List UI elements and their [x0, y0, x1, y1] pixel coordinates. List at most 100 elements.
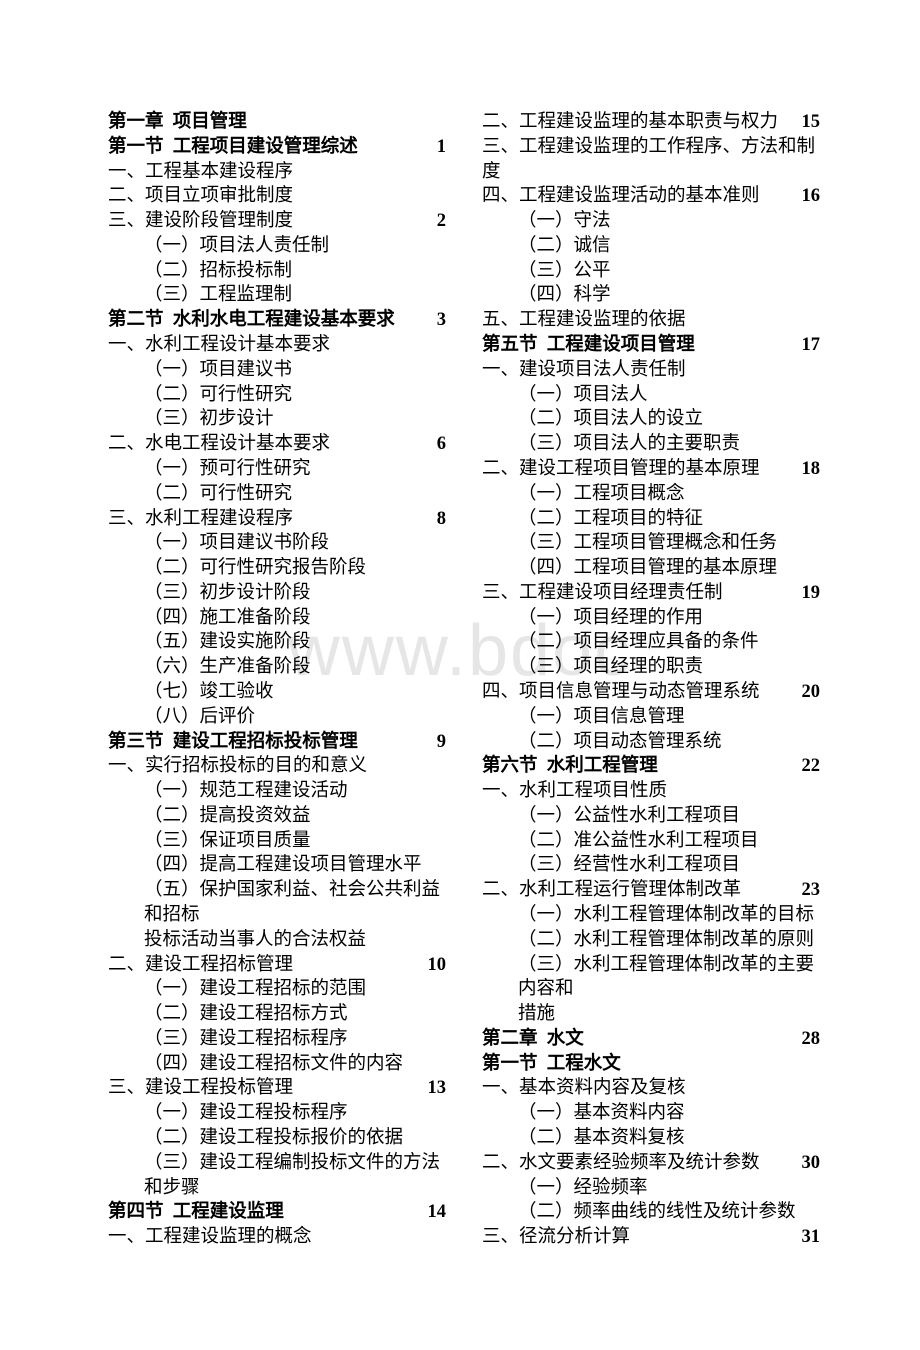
- toc-page-number: 31: [802, 1225, 821, 1250]
- toc-line: （三）建设工程招标程序: [108, 1027, 446, 1052]
- toc-line: 二、工程建设监理的基本职责与权力15: [482, 110, 820, 135]
- toc-text: （一）项目建议书阶段: [108, 531, 329, 556]
- toc-text: （四）建设工程招标文件的内容: [108, 1052, 403, 1077]
- toc-text: （二）准公益性水利工程项目: [482, 829, 759, 854]
- toc-text: （四）科学: [482, 283, 611, 308]
- toc-text: 二、建设工程招标管理: [108, 953, 293, 978]
- toc-text: （一）水利工程管理体制改革的目标: [482, 903, 814, 928]
- toc-text: 一、工程基本建设程序: [108, 160, 293, 185]
- toc-text: （六）生产准备阶段: [108, 655, 311, 680]
- toc-line: 第四节 工程建设监理14: [108, 1200, 446, 1225]
- toc-line: 二、水利工程运行管理体制改革 23: [482, 878, 820, 903]
- toc-text: 四、工程建设监理活动的基本准则: [482, 184, 760, 209]
- toc-text: （三）项目经理的职责: [482, 655, 703, 680]
- toc-line: （八）后评价: [108, 705, 446, 730]
- toc-page-number: 2: [437, 209, 446, 234]
- toc-line: （三）工程监理制: [108, 283, 446, 308]
- toc-text: （一）建设工程招标的范围: [108, 977, 366, 1002]
- toc-page-number: 13: [428, 1076, 447, 1101]
- toc-page-number: 18: [802, 457, 821, 482]
- toc-line: （一）项目法人: [482, 383, 820, 408]
- toc-line: （一）工程项目概念: [482, 482, 820, 507]
- toc-line: （一）项目信息管理: [482, 705, 820, 730]
- toc-text: （七）竣工验收: [108, 680, 274, 705]
- toc-line: （一）基本资料内容: [482, 1101, 820, 1126]
- toc-line: （一）预可行性研究: [108, 457, 446, 482]
- toc-text: （一）项目信息管理: [482, 705, 685, 730]
- toc-text: （一）项目经理的作用: [482, 606, 703, 631]
- toc-text: （一）工程项目概念: [482, 482, 685, 507]
- toc-line: 二、水文要素经验频率及统计参数30: [482, 1151, 820, 1176]
- toc-text: 二、水利工程运行管理体制改革: [482, 878, 741, 903]
- toc-line: （二）水利工程管理体制改革的原则: [482, 928, 820, 953]
- toc-text: （一）预可行性研究: [108, 457, 311, 482]
- toc-text: （三）保证项目质量: [108, 829, 311, 854]
- toc-text: 三、建设阶段管理制度: [108, 209, 293, 234]
- toc-line: （二）可行性研究: [108, 482, 446, 507]
- toc-text: （三）建设工程招标程序: [108, 1027, 348, 1052]
- toc-line: 投标活动当事人的合法权益: [108, 928, 446, 953]
- toc-text: 第一节 工程水文: [482, 1052, 621, 1077]
- toc-text: （四）工程项目管理的基本原理: [482, 556, 777, 581]
- toc-text: （二）水利工程管理体制改革的原则: [482, 928, 814, 953]
- toc-line: （三）项目法人的主要职责: [482, 432, 820, 457]
- toc-text: 第二章 水文: [482, 1027, 584, 1052]
- toc-text: 三、工程建设项目经理责任制: [482, 581, 723, 606]
- toc-line: （一）经验频率: [482, 1176, 820, 1201]
- toc-line: （二）诚信: [482, 234, 820, 259]
- toc-page-number: 6: [437, 432, 446, 457]
- toc-line: （三）初步设计: [108, 407, 446, 432]
- toc-line: （二）可行性研究报告阶段: [108, 556, 446, 581]
- toc-line: （二）基本资料复核: [482, 1126, 820, 1151]
- toc-text: （二）建设工程投标报价的依据: [108, 1126, 403, 1151]
- toc-line: 第一章 项目管理: [108, 110, 446, 135]
- toc-line: （二）建设工程招标方式: [108, 1002, 446, 1027]
- toc-text: （一）规范工程建设活动: [108, 779, 348, 804]
- toc-text: 第三节 建设工程招标投标管理: [108, 730, 358, 755]
- toc-line: 一、实行招标投标的目的和意义: [108, 754, 446, 779]
- toc-text: （五）保护国家利益、社会公共利益和招标: [108, 878, 446, 928]
- toc-line: （二）招标投标制: [108, 259, 446, 284]
- toc-line: （一）项目法人责任制: [108, 234, 446, 259]
- toc-text: 五、工程建设监理的依据: [482, 308, 686, 333]
- toc-text: （三）项目法人的主要职责: [482, 432, 740, 457]
- toc-line: 措施: [482, 1002, 820, 1027]
- toc-page-number: 19: [802, 581, 821, 606]
- toc-text: 第一节 工程项目建设管理综述: [108, 135, 358, 160]
- toc-line: 三、工程建设监理的工作程序、方法和制度: [482, 135, 820, 185]
- toc-line: 第一节 工程项目建设管理综述1: [108, 135, 446, 160]
- toc-line: 第三节 建设工程招标投标管理9: [108, 730, 446, 755]
- toc-line: 第二章 水文28: [482, 1027, 820, 1052]
- toc-text: 一、水利工程项目性质: [482, 779, 667, 804]
- toc-line: （二）项目经理应具备的条件: [482, 630, 820, 655]
- toc-text: 第四节 工程建设监理: [108, 1200, 284, 1225]
- toc-line: （四）提高工程建设项目管理水平: [108, 853, 446, 878]
- toc-line: 一、工程建设监理的概念: [108, 1225, 446, 1250]
- toc-text: 一、基本资料内容及复核: [482, 1076, 686, 1101]
- toc-line: （三）初步设计阶段: [108, 581, 446, 606]
- toc-page-number: 23: [802, 878, 821, 903]
- toc-text: 二、工程建设监理的基本职责与权力: [482, 110, 778, 135]
- toc-line: （一）项目经理的作用: [482, 606, 820, 631]
- toc-text: 三、建设工程投标管理: [108, 1076, 293, 1101]
- toc-line: 五、工程建设监理的依据: [482, 308, 820, 333]
- toc-line: （二）项目动态管理系统: [482, 730, 820, 755]
- toc-text: （三）公平: [482, 259, 611, 284]
- toc-line: （五）保护国家利益、社会公共利益和招标: [108, 878, 446, 928]
- toc-text: （四）施工准备阶段: [108, 606, 311, 631]
- toc-line: （二）提高投资效益: [108, 804, 446, 829]
- toc-line: 三、水利工程建设程序8: [108, 507, 446, 532]
- toc-page: 第一章 项目管理第一节 工程项目建设管理综述1一、工程基本建设程序二、项目立项审…: [0, 0, 920, 1350]
- toc-text: （一）项目法人: [482, 383, 648, 408]
- toc-text: 一、实行招标投标的目的和意义: [108, 754, 367, 779]
- toc-text: 二、水电工程设计基本要求: [108, 432, 330, 457]
- toc-text: 二、水文要素经验频率及统计参数: [482, 1151, 760, 1176]
- toc-page-number: 22: [802, 754, 821, 779]
- toc-text: 第二节 水利水电工程建设基本要求: [108, 308, 395, 333]
- toc-text: （二）可行性研究报告阶段: [108, 556, 366, 581]
- toc-line: （三）公平: [482, 259, 820, 284]
- toc-text: 二、建设工程项目管理的基本原理: [482, 457, 760, 482]
- toc-line: （一）守法: [482, 209, 820, 234]
- toc-line: （二）项目法人的设立: [482, 407, 820, 432]
- toc-text: 四、项目信息管理与动态管理系统: [482, 680, 760, 705]
